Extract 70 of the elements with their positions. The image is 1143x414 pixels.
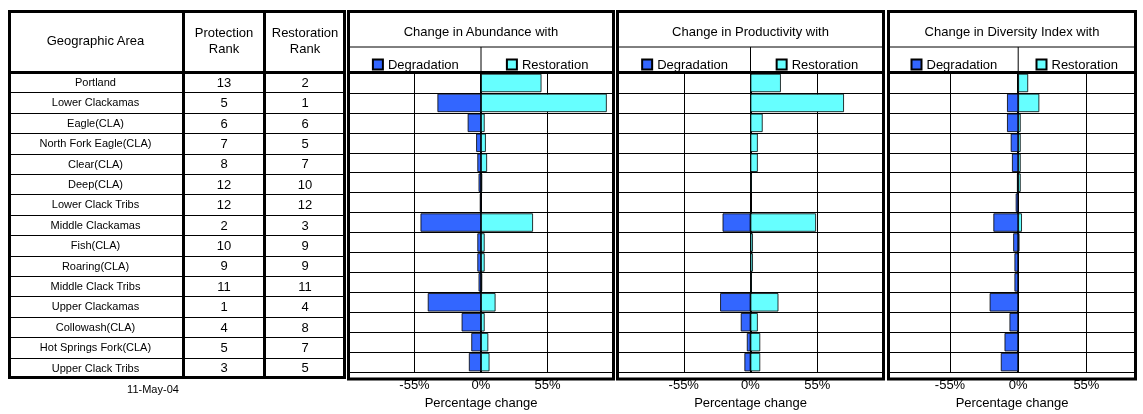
legend-label: Degradation <box>657 57 728 72</box>
data-label: 10 <box>184 236 265 257</box>
data-label: 1 <box>184 297 265 318</box>
legend-label: Degradation <box>387 57 459 72</box>
x-tick-label: 55% <box>534 377 561 393</box>
legend-label: Restoration <box>791 57 859 72</box>
x-tick-label: 55% <box>804 377 831 393</box>
x-tick-label: 0% <box>1008 377 1029 393</box>
data-label: 3 <box>184 358 265 379</box>
text: Geographic Area <box>8 10 184 73</box>
data-label: 3 <box>265 215 346 237</box>
x-tick-label: 55% <box>1073 377 1100 393</box>
legend-label: Restoration <box>1051 57 1118 72</box>
category-label: Upper Clack Tribs <box>8 358 184 379</box>
category-label: Fish(CLA) <box>8 236 184 257</box>
category-label: Clear(CLA) <box>8 154 184 175</box>
category-label: Middle Clack Tribs <box>8 277 184 298</box>
data-label: 11 <box>184 277 265 298</box>
category-label: Lower Clackamas <box>8 93 184 114</box>
data-label: 6 <box>265 113 346 135</box>
category-label: North Fork Eagle(CLA) <box>8 134 184 155</box>
legend-label: Restoration <box>521 57 589 72</box>
data-label: 5 <box>265 134 346 155</box>
data-label: 9 <box>184 256 265 277</box>
x-axis-title: Percentage change <box>955 395 1069 410</box>
data-label: 2 <box>184 215 265 237</box>
category-label: Upper Clackamas <box>8 297 184 318</box>
category-label: Collowash(CLA) <box>8 317 184 339</box>
x-tick-label: 0% <box>741 377 761 393</box>
category-label: Deep(CLA) <box>8 175 184 196</box>
x-tick-label: -55% <box>934 377 966 393</box>
category-label: Middle Clackamas <box>8 215 184 237</box>
data-label: 5 <box>184 338 265 359</box>
data-label: 2 <box>265 73 346 94</box>
x-tick-label: 0% <box>471 377 491 393</box>
category-label: Roaring(CLA) <box>8 256 184 277</box>
data-label: 10 <box>265 175 346 196</box>
data-label: 12 <box>184 195 265 216</box>
chart-title: Change in Productivity with <box>672 24 829 39</box>
data-label: 13 <box>184 73 265 94</box>
text: 11-May-04 <box>126 383 180 395</box>
data-label: 12 <box>265 195 346 216</box>
chart-title: Change in Diversity Index with <box>924 24 1100 39</box>
data-label: 7 <box>184 134 265 155</box>
data-label: 11 <box>265 277 346 298</box>
data-label: 6 <box>184 113 265 135</box>
category-label: Eagle(CLA) <box>8 113 184 135</box>
data-label: 9 <box>265 236 346 257</box>
x-axis-title: Percentage change <box>424 395 538 410</box>
data-label: 7 <box>265 154 346 175</box>
category-label: Portland <box>8 73 184 94</box>
text: Protection Rank <box>184 10 265 73</box>
data-label: 12 <box>184 175 265 196</box>
data-label: 9 <box>265 256 346 277</box>
data-label: 5 <box>265 358 346 379</box>
data-label: 7 <box>265 338 346 359</box>
data-label: 4 <box>184 317 265 339</box>
data-label: 1 <box>265 93 346 114</box>
data-label: 8 <box>184 154 265 175</box>
data-label: 5 <box>184 93 265 114</box>
category-label: Lower Clack Tribs <box>8 195 184 216</box>
chart-title: Change in Abundance with <box>403 24 559 39</box>
category-label: Hot Springs Fork(CLA) <box>8 338 184 359</box>
legend-label: Degradation <box>926 57 998 72</box>
x-tick-label: -55% <box>668 377 700 393</box>
data-label: 8 <box>265 317 346 339</box>
x-tick-label: -55% <box>399 377 431 393</box>
data-label: 4 <box>265 297 346 318</box>
x-axis-title: Percentage change <box>694 395 807 410</box>
text: Restoration Rank <box>265 10 346 73</box>
